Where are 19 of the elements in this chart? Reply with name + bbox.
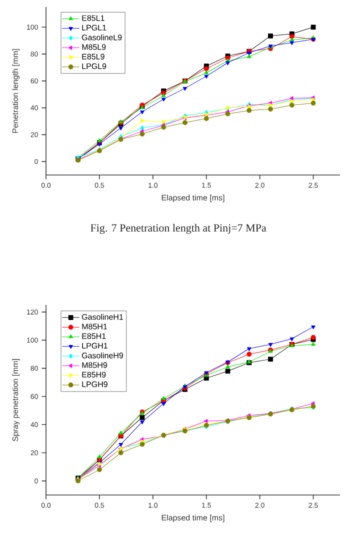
legend-label: E85L9 — [82, 54, 104, 60]
legend-label: E85L1 — [82, 15, 104, 21]
caption: Fig. 7 Penetration length at Pinj=7 MPa — [90, 224, 266, 234]
x-axis-title: Elapsed time [ms] — [162, 514, 224, 522]
legend-label: E85H9 — [82, 372, 106, 378]
legend-label: GasolineH1 — [82, 314, 123, 320]
legend-label: LPGH1 — [82, 342, 108, 349]
legend-label: M85H1 — [82, 324, 107, 330]
legend-label: M85L9 — [82, 44, 106, 50]
legend-label: LPGL9 — [82, 63, 106, 70]
y-axis-title: Spray penetration [mm] — [12, 359, 20, 442]
legend-label: LPGL1 — [82, 24, 106, 30]
x-axis-title: Elapsed time [ms] — [162, 194, 224, 202]
legend-label: M85H9 — [82, 362, 107, 368]
legend-label: GasolineL9 — [82, 34, 122, 40]
legend-label: LPGH9 — [82, 381, 108, 388]
legend-label: GasolineH9 — [82, 352, 123, 358]
y-axis-title: Penetration length [mm] — [12, 49, 20, 133]
legend-label: E85H1 — [82, 333, 106, 339]
